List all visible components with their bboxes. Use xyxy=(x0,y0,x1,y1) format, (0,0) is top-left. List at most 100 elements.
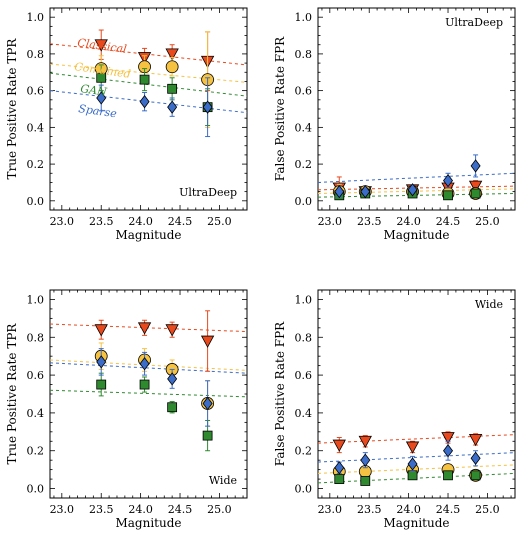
y-tick-label: 0.4 xyxy=(295,407,313,420)
point-sparse xyxy=(96,91,107,105)
x-tick-label: 25.0 xyxy=(475,215,500,228)
y-tick-label: 0.2 xyxy=(27,445,45,458)
y-tick-label: 0.4 xyxy=(27,121,45,134)
x-axis-label: Magnitude xyxy=(383,516,449,530)
point-sparse xyxy=(407,183,418,197)
panel-annotation: Wide xyxy=(209,474,237,487)
x-tick-label: 24.0 xyxy=(396,503,421,516)
point-sparse xyxy=(202,100,213,114)
point-sparse xyxy=(167,100,178,114)
point-classical xyxy=(94,324,108,337)
y-tick-label: 0.2 xyxy=(295,158,313,171)
point-gan xyxy=(96,379,107,390)
chart-panel-3: 23.0 23.5 24.0 24.5 25.0 0.0 0.2 0.4 0.6 0.8 1.0 Ma… xyxy=(5,289,248,530)
legend-label-sparse: Sparse xyxy=(78,102,118,120)
point-sparse xyxy=(96,355,107,369)
y-tick-label: 0.4 xyxy=(295,121,313,134)
x-tick-label: 23.0 xyxy=(50,215,75,228)
y-tick-label: 0.0 xyxy=(27,483,45,496)
point-gan xyxy=(139,74,150,85)
x-tick-label: 25.0 xyxy=(207,503,232,516)
x-tick-label: 24.5 xyxy=(168,503,193,516)
x-axis-label: Magnitude xyxy=(115,228,181,242)
trend-line-sparse xyxy=(318,452,515,463)
y-axis-label: True Positive Rate TPR xyxy=(5,38,19,180)
x-tick-label: 24.5 xyxy=(168,215,193,228)
x-tick-label: 24.0 xyxy=(128,503,153,516)
y-tick-label: 0.8 xyxy=(27,48,45,61)
point-sparse xyxy=(443,173,454,188)
point-classical xyxy=(137,322,152,335)
y-tick-label: 0.2 xyxy=(27,158,45,171)
x-tick-label: 23.5 xyxy=(89,503,114,516)
y-tick-label: 1.0 xyxy=(27,11,45,24)
point-classical xyxy=(468,433,483,447)
point-classical xyxy=(165,324,179,337)
trend-line-combined xyxy=(50,359,247,371)
point-classical xyxy=(165,48,179,61)
point-sparse xyxy=(407,457,418,471)
point-combined xyxy=(165,60,179,74)
point-sparse xyxy=(470,451,481,465)
plot-frame xyxy=(317,7,516,211)
panel-annotation: UltraDeep xyxy=(179,186,237,199)
y-tick-label: 0.4 xyxy=(27,407,45,420)
y-tick-label: 0.0 xyxy=(295,195,313,208)
y-tick-label: 0.6 xyxy=(27,369,45,382)
chart-panel-1: 23.0 23.5 24.0 24.5 25.0 0.0 0.2 0.4 0.6 0.8 1.0 Ma… xyxy=(5,7,248,242)
y-axis-label: True Positive Rate TPR xyxy=(5,323,19,465)
panel-annotation: Wide xyxy=(475,298,503,311)
x-axis-label: Magnitude xyxy=(115,516,181,530)
point-gan xyxy=(470,470,481,481)
point-sparse xyxy=(139,94,150,109)
trend-line-combined xyxy=(50,63,247,83)
point-gan xyxy=(202,430,213,441)
chart-panel-4: 23.0 23.5 24.0 24.5 25.0 0.0 0.2 0.4 0.6 0.8 1.0 Ma… xyxy=(273,289,516,530)
legend-label-classical: Classical xyxy=(77,36,128,56)
x-tick-label: 23.0 xyxy=(318,215,343,228)
point-gan xyxy=(360,476,371,486)
point-gan xyxy=(96,72,107,83)
y-tick-label: 0.6 xyxy=(295,85,313,98)
point-gan xyxy=(470,188,481,199)
x-tick-label: 25.0 xyxy=(475,503,500,516)
point-gan xyxy=(167,402,178,413)
chart-panel-2: 23.0 23.5 24.0 24.5 25.0 0.0 0.2 0.4 0.6 0.8 1.0 Ma… xyxy=(273,7,516,242)
legend-label-gan: GAN xyxy=(80,82,108,99)
point-sparse xyxy=(360,453,371,467)
point-classical xyxy=(441,432,455,445)
point-gan xyxy=(443,470,453,481)
point-classical xyxy=(468,180,483,193)
point-gan xyxy=(443,190,453,201)
point-sparse xyxy=(443,444,454,458)
point-sparse xyxy=(167,372,178,386)
y-tick-label: 0.0 xyxy=(295,483,313,496)
x-tick-label: 23.0 xyxy=(318,503,343,516)
y-axis-label: False Positive Rate FPR xyxy=(273,36,287,181)
y-tick-label: 0.8 xyxy=(295,48,313,61)
trend-line-classical xyxy=(318,434,515,444)
point-sparse xyxy=(470,159,481,173)
x-tick-label: 24.0 xyxy=(396,215,421,228)
point-classical xyxy=(94,39,108,52)
x-tick-label: 23.0 xyxy=(50,503,75,516)
x-tick-label: 24.5 xyxy=(436,215,461,228)
x-tick-label: 24.5 xyxy=(436,503,461,516)
point-classical xyxy=(332,439,346,452)
y-axis-label: False Positive Rate FPR xyxy=(273,321,287,466)
x-tick-label: 23.5 xyxy=(357,215,382,228)
x-tick-label: 23.5 xyxy=(89,215,114,228)
x-tick-label: 25.0 xyxy=(207,215,232,228)
point-classical xyxy=(358,435,372,449)
y-tick-label: 0.2 xyxy=(295,445,313,458)
point-classical xyxy=(405,441,420,454)
point-sparse xyxy=(360,184,371,199)
point-gan xyxy=(139,379,150,390)
point-gan xyxy=(334,474,345,484)
y-tick-label: 0.6 xyxy=(27,85,45,98)
x-tick-label: 24.0 xyxy=(128,215,153,228)
x-tick-label: 23.5 xyxy=(357,503,382,516)
trend-line-gan xyxy=(50,389,247,398)
point-sparse xyxy=(334,461,345,475)
